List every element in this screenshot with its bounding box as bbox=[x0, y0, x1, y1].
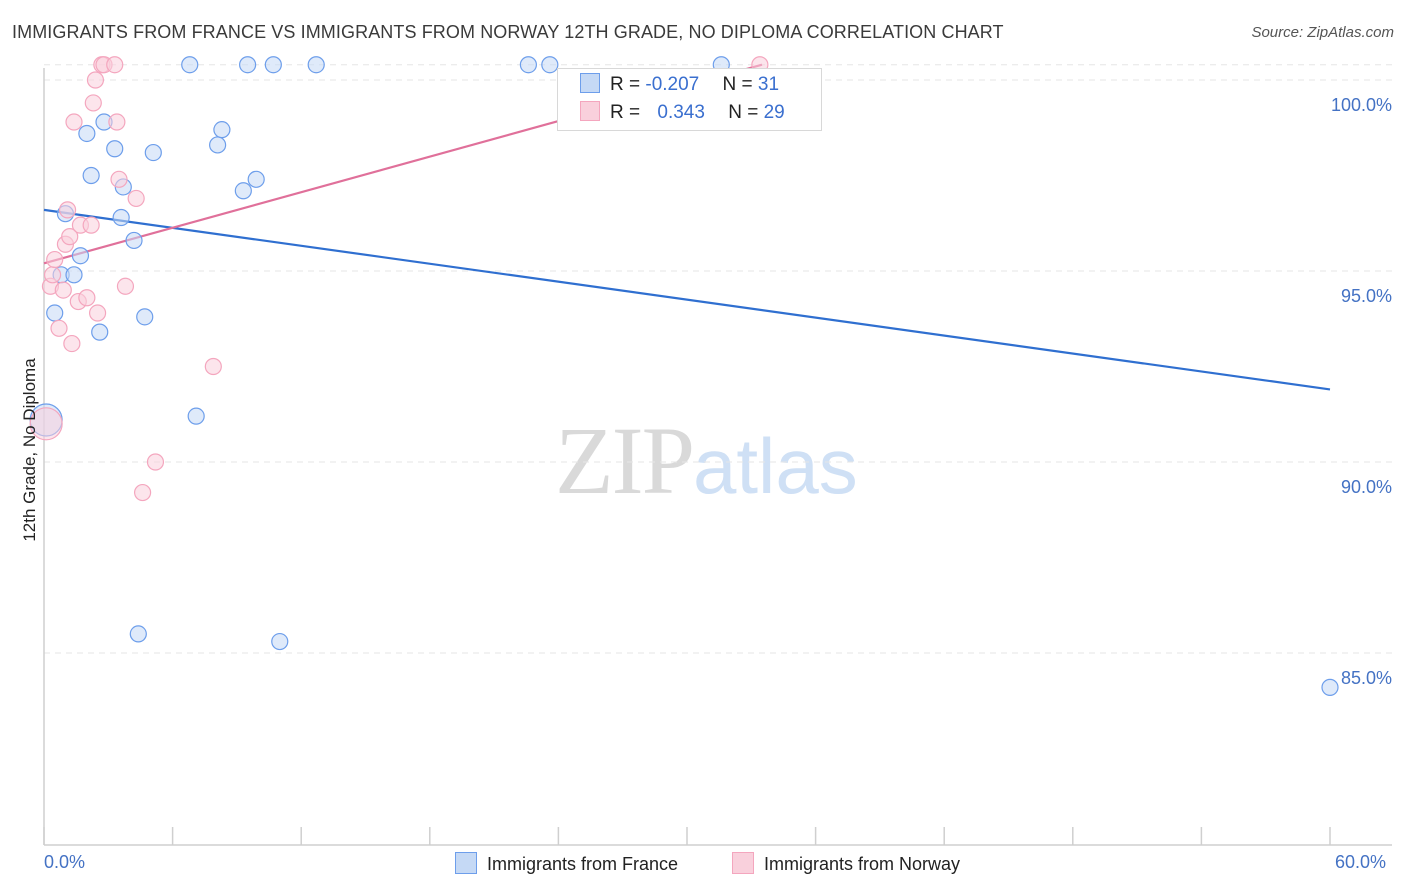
norway-point bbox=[63, 334, 81, 353]
norway-point bbox=[84, 94, 102, 112]
france-point bbox=[112, 208, 130, 227]
norway-point bbox=[106, 56, 124, 74]
france-point bbox=[307, 56, 325, 74]
y-tick-label: 85.0% bbox=[1341, 668, 1392, 688]
norway-point bbox=[50, 319, 68, 337]
france-point bbox=[129, 625, 147, 643]
norway-point bbox=[65, 113, 83, 131]
norway-point bbox=[46, 250, 64, 269]
france-point bbox=[264, 56, 282, 74]
france-point bbox=[234, 182, 252, 200]
watermark-zip: ZIP bbox=[555, 407, 695, 514]
legend-label-france: Immigrants from France bbox=[487, 854, 679, 874]
france-point bbox=[106, 140, 124, 158]
france-point bbox=[71, 247, 90, 265]
france-point bbox=[1321, 678, 1339, 696]
france-point bbox=[213, 121, 231, 139]
legend-swatch-france bbox=[455, 852, 477, 874]
france-point bbox=[181, 56, 199, 74]
norway-point bbox=[29, 407, 63, 441]
watermark: ZIPatlas bbox=[555, 405, 858, 516]
france-point bbox=[78, 124, 96, 143]
axes bbox=[43, 68, 1392, 846]
france-point bbox=[136, 308, 154, 326]
norway-point bbox=[54, 281, 72, 299]
legend-row-norway: R = 0.343 N = 29 bbox=[580, 101, 785, 127]
france-n-label: N = bbox=[722, 74, 758, 95]
france-point bbox=[247, 170, 265, 188]
norway-point bbox=[116, 277, 135, 295]
norway-point bbox=[58, 201, 77, 219]
france-point bbox=[271, 632, 289, 651]
norway-point bbox=[82, 216, 100, 234]
norway-point bbox=[61, 228, 79, 246]
chart-title: IMMIGRANTS FROM FRANCE VS IMMIGRANTS FRO… bbox=[12, 22, 1004, 42]
norway-point bbox=[86, 71, 105, 89]
norway-point bbox=[133, 483, 152, 502]
norway-r-label: R = bbox=[610, 102, 646, 123]
source-credit: Source: ZipAtlas.com bbox=[1251, 24, 1394, 41]
x-tick-label-max: 60.0% bbox=[1335, 852, 1387, 872]
correlation-legend: R = -0.207 N = 31 R = 0.343 N = 29 bbox=[557, 68, 822, 131]
france-point bbox=[187, 407, 205, 425]
france-point bbox=[239, 56, 257, 74]
france-r-label: R = bbox=[610, 74, 646, 95]
norway-r-value: 0.343 bbox=[657, 102, 705, 123]
norway-point bbox=[204, 357, 222, 376]
legend-row-france: R = -0.207 N = 31 bbox=[580, 73, 779, 99]
norway-point bbox=[43, 266, 62, 284]
norway-point bbox=[146, 453, 165, 471]
watermark-atlas: atlas bbox=[693, 422, 858, 510]
legend-label-norway: Immigrants from Norway bbox=[764, 854, 961, 874]
norway-point bbox=[78, 289, 96, 307]
norway-n-value: 29 bbox=[763, 102, 785, 123]
france-point bbox=[46, 304, 64, 322]
france-point bbox=[209, 136, 227, 154]
norway-swatch bbox=[580, 101, 600, 121]
y-axis-label: 12th Grade, No Diploma bbox=[20, 358, 39, 542]
france-point bbox=[541, 56, 559, 74]
legend-item-norway: Immigrants from Norway bbox=[732, 852, 960, 875]
norway-point bbox=[108, 113, 126, 131]
france-r-value: -0.207 bbox=[645, 74, 700, 95]
norway-point bbox=[127, 189, 145, 208]
france-point bbox=[125, 231, 143, 250]
norway-n-label: N = bbox=[728, 102, 764, 123]
norway-point bbox=[88, 304, 107, 322]
france-point bbox=[144, 143, 162, 162]
france-point bbox=[519, 56, 537, 74]
france-point bbox=[82, 166, 100, 185]
norway-point bbox=[110, 170, 128, 188]
legend-item-france: Immigrants from France bbox=[455, 852, 678, 875]
data-points bbox=[29, 56, 1339, 696]
france-point bbox=[65, 266, 83, 284]
legend-swatch-norway bbox=[732, 852, 754, 874]
grid-lines bbox=[44, 64, 1392, 654]
y-tick-label: 90.0% bbox=[1341, 477, 1392, 497]
y-tick-label: 95.0% bbox=[1341, 286, 1392, 306]
trend-line-france bbox=[43, 208, 1331, 391]
france-n-value: 31 bbox=[757, 74, 780, 95]
france-point bbox=[91, 323, 109, 341]
france-swatch bbox=[580, 73, 600, 93]
y-tick-label: 100.0% bbox=[1331, 95, 1392, 115]
y-tick-labels: 85.0% 90.0% 95.0% 100.0% bbox=[1331, 95, 1392, 688]
x-tick-label-min: 0.0% bbox=[44, 852, 86, 872]
